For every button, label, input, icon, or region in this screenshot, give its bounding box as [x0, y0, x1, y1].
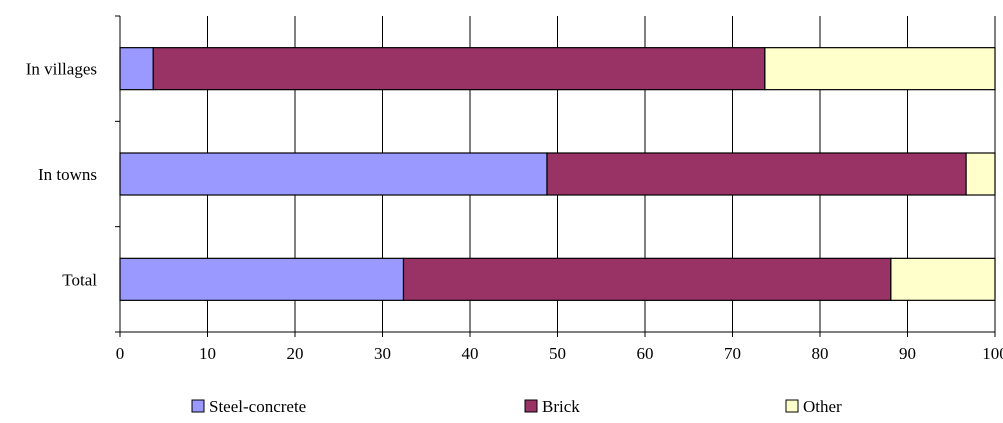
x-tick-label: 30: [374, 344, 391, 363]
x-tick-label: 40: [462, 344, 479, 363]
x-tick-label: 80: [812, 344, 829, 363]
category-label: In towns: [38, 165, 97, 184]
x-tick-label: 0: [116, 344, 125, 363]
x-tick-label: 10: [199, 344, 216, 363]
x-tick-label: 70: [724, 344, 741, 363]
legend-swatch: [524, 399, 538, 413]
legend-swatch: [191, 399, 205, 413]
bar-segment: [119, 257, 405, 301]
bar-segment: [152, 47, 766, 91]
legend-label: Steel-concrete: [209, 397, 306, 416]
category-label: In villages: [26, 60, 97, 79]
x-tick-label: 20: [287, 344, 304, 363]
bar-segment: [119, 47, 154, 91]
bar-segment: [764, 47, 996, 91]
bar-segment: [546, 152, 967, 196]
bar-segment: [890, 257, 996, 301]
legend-label: Other: [803, 397, 842, 416]
bar-segment: [119, 152, 548, 196]
x-tick-label: 50: [549, 344, 566, 363]
legend-label: Brick: [542, 397, 580, 416]
x-tick-label: 90: [899, 344, 916, 363]
bars: [119, 47, 996, 301]
bar-segment: [402, 257, 892, 301]
legend: Steel-concrete Brick Other: [191, 397, 842, 416]
bar-segment: [965, 152, 996, 196]
axes: [115, 15, 996, 337]
category-label: Total: [62, 270, 97, 289]
category-labels: In villages In towns Total: [26, 60, 98, 290]
legend-swatch: [785, 399, 799, 413]
x-tick-label: 100: [982, 344, 1003, 363]
x-tick-label: 60: [637, 344, 654, 363]
x-tick-labels: 0 10 20 30 40 50 60 70 80 90 100: [116, 344, 1003, 363]
